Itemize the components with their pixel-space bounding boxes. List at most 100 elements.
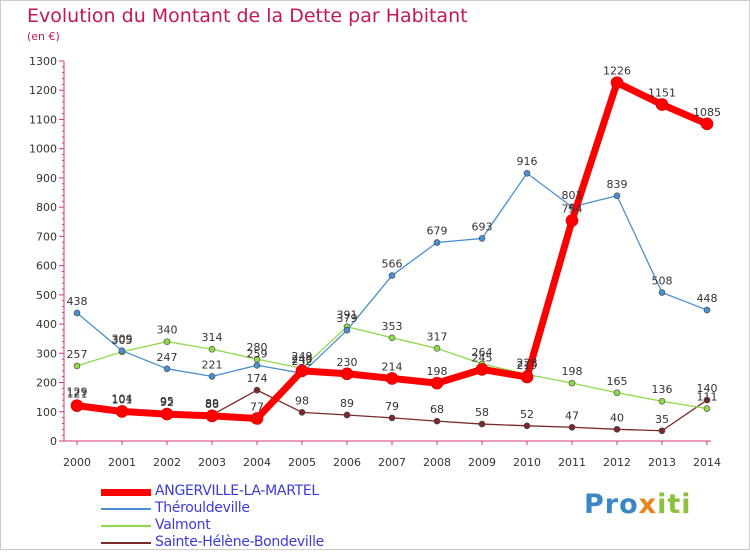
data-point — [388, 414, 396, 422]
data-label: 121 — [67, 388, 88, 401]
data-point — [343, 411, 351, 419]
x-tick-label: 2007 — [378, 456, 406, 469]
data-label: 693 — [472, 220, 493, 233]
data-label: 95 — [160, 395, 174, 408]
data-label: 58 — [475, 406, 489, 419]
logo-part-1: Pro — [584, 489, 639, 520]
data-label: 35 — [655, 413, 669, 426]
data-label: 679 — [427, 225, 448, 238]
data-point — [253, 386, 261, 394]
data-label: 240 — [292, 353, 313, 366]
data-point — [163, 338, 171, 345]
legend-swatch — [101, 508, 151, 510]
data-label: 129 — [67, 385, 88, 398]
data-point — [343, 326, 351, 334]
data-point — [610, 76, 624, 89]
data-label: 309 — [112, 333, 133, 346]
data-point — [295, 364, 309, 378]
x-tick-label: 2010 — [513, 456, 541, 469]
data-label: 228 — [517, 356, 538, 369]
x-tick-label: 2014 — [693, 456, 721, 469]
data-point — [478, 235, 486, 242]
data-point — [433, 345, 441, 352]
data-label: 314 — [202, 331, 223, 344]
data-point — [253, 361, 261, 369]
data-label: 98 — [295, 394, 309, 407]
chart-title: Evolution du Montant de la Dette par Hab… — [27, 5, 468, 27]
data-point — [568, 379, 576, 387]
data-point — [163, 365, 171, 373]
proxiti-logo: Proxiti — [584, 489, 692, 520]
data-label: 104 — [112, 393, 133, 406]
data-point — [703, 306, 711, 314]
y-tick-label: 700 — [36, 230, 57, 243]
data-label: 214 — [382, 360, 403, 373]
data-label: 249 — [292, 350, 313, 363]
data-label: 245 — [472, 351, 493, 364]
data-label: 221 — [202, 358, 223, 371]
data-label: 77 — [250, 400, 264, 413]
legend-swatch — [101, 542, 151, 544]
data-label: 801 — [562, 189, 583, 202]
data-label: 379 — [337, 312, 358, 325]
y-tick-label: 1100 — [29, 113, 57, 126]
data-point — [700, 117, 714, 131]
x-tick-label: 2013 — [648, 456, 676, 469]
data-point — [655, 98, 669, 111]
data-point — [568, 423, 576, 431]
data-point — [703, 405, 711, 412]
data-point — [115, 405, 129, 418]
data-label: 448 — [697, 292, 718, 305]
legend-label: Thérouldeville — [155, 500, 250, 516]
data-point — [73, 362, 81, 370]
data-label: 353 — [382, 320, 403, 333]
y-tick-label: 200 — [36, 377, 57, 390]
x-tick-label: 2011 — [558, 456, 586, 469]
y-tick-label: 600 — [36, 260, 57, 273]
data-label: 86 — [205, 398, 219, 411]
x-tick-label: 2006 — [333, 456, 361, 469]
data-label: 92 — [160, 396, 174, 409]
chart-subtitle: (en €) — [27, 30, 60, 43]
data-label: 1151 — [648, 87, 676, 100]
data-label: 89 — [205, 397, 219, 410]
data-label: 52 — [520, 408, 534, 421]
data-point — [208, 345, 216, 353]
data-label: 174 — [247, 372, 268, 385]
data-label: 219 — [517, 359, 538, 372]
data-point — [658, 289, 666, 296]
legend-swatch — [101, 525, 151, 527]
data-label: 101 — [112, 393, 133, 406]
data-label: 305 — [112, 334, 133, 347]
data-label: 566 — [382, 258, 403, 271]
data-label: 391 — [337, 309, 358, 322]
data-label: 79 — [385, 400, 399, 413]
y-tick-label: 1200 — [29, 84, 57, 97]
data-point — [658, 397, 666, 405]
data-label: 47 — [565, 409, 579, 422]
data-point — [613, 426, 621, 433]
legend-label: Valmont — [155, 517, 211, 533]
y-tick-label: 300 — [36, 347, 57, 360]
x-tick-label: 2004 — [243, 456, 271, 469]
data-label: 89 — [340, 397, 354, 410]
data-label: 198 — [562, 365, 583, 378]
data-point — [523, 422, 531, 430]
data-point — [73, 309, 81, 317]
y-tick-label: 400 — [36, 318, 57, 331]
x-tick-label: 2012 — [603, 456, 631, 469]
data-point — [298, 409, 306, 416]
data-label: 68 — [430, 403, 444, 416]
data-label: 247 — [157, 351, 178, 364]
logo-part-3: iti — [657, 489, 692, 520]
data-label: 40 — [610, 411, 624, 424]
y-tick-label: 0 — [50, 435, 57, 448]
y-tick-label: 500 — [36, 289, 57, 302]
data-label: 111 — [697, 391, 718, 404]
data-point — [658, 427, 666, 435]
data-point — [433, 417, 441, 425]
data-label: 136 — [652, 383, 673, 396]
x-tick-label: 2000 — [63, 456, 91, 469]
